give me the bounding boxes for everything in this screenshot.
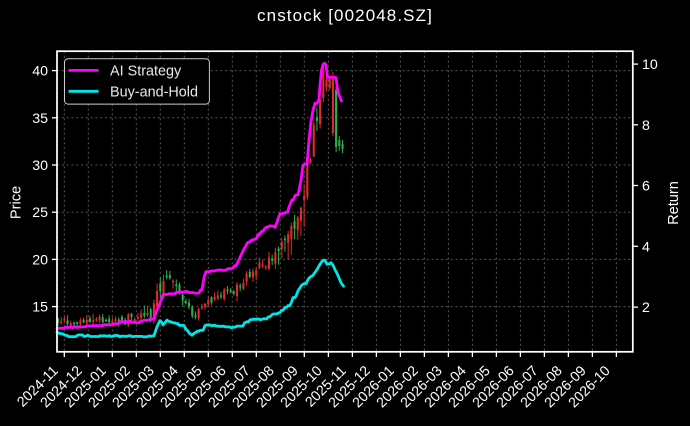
- svg-text:30: 30: [32, 158, 48, 174]
- svg-text:10: 10: [642, 57, 658, 73]
- svg-text:Price: Price: [9, 186, 25, 219]
- svg-text:40: 40: [32, 64, 48, 80]
- svg-text:35: 35: [32, 111, 48, 127]
- svg-text:cnstock [002048.SZ]: cnstock [002048.SZ]: [257, 6, 433, 25]
- svg-text:AI Strategy: AI Strategy: [110, 64, 182, 80]
- svg-text:2: 2: [642, 300, 650, 316]
- svg-text:25: 25: [32, 205, 48, 221]
- svg-text:6: 6: [642, 179, 650, 195]
- svg-text:Return: Return: [666, 181, 682, 225]
- svg-text:Buy-and-Hold: Buy-and-Hold: [110, 84, 198, 100]
- svg-text:15: 15: [32, 300, 48, 316]
- svg-text:20: 20: [32, 252, 48, 268]
- svg-text:4: 4: [642, 239, 650, 255]
- svg-text:8: 8: [642, 118, 650, 134]
